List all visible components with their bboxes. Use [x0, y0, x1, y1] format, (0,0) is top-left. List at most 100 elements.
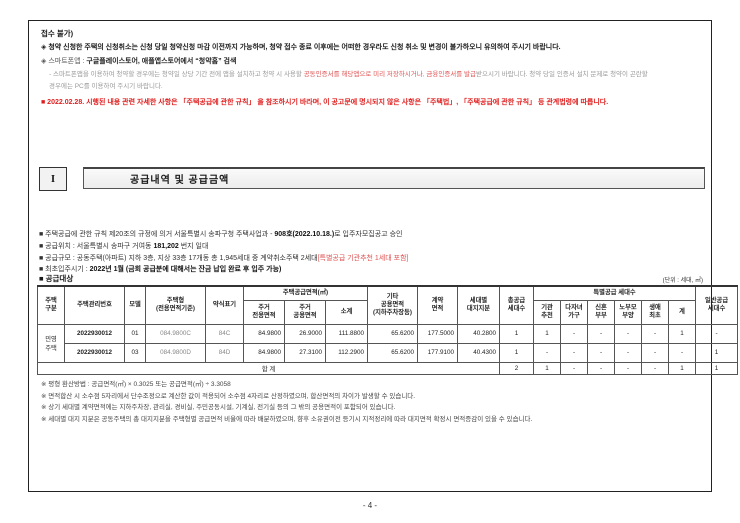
- col-excl-area: 주거 전용면적: [243, 299, 285, 325]
- col-house-class: 주택 구분: [37, 285, 65, 325]
- sp-agency-sum-cell: 1: [533, 361, 561, 375]
- smartphone-label: ◈ 스마트폰앱 :: [41, 58, 87, 66]
- col-sp-elderly: 노부모 부양: [614, 299, 642, 325]
- unit-note: (단위 : 세대, ㎡): [662, 278, 703, 284]
- sp-first-cell: -: [641, 342, 669, 363]
- document-frame: 접수 불가) ◈ 청약 신청한 주택의 신청취소는 신청 당일 청약신청 마감 …: [28, 20, 739, 492]
- notice-regulation-warning: ■ 2022.02.28. 시행된 내용 관련 자세한 사항은 「주택공급에 관…: [41, 98, 609, 106]
- type-cell: 084.9800D: [145, 342, 206, 363]
- table-row: 2022930012 03 084.9800D 84D 84.9800 27.3…: [38, 342, 739, 363]
- sp-agency-cell: -: [533, 342, 561, 363]
- contract-area-cell: 177.9100: [417, 342, 458, 363]
- total-units-cell: 1: [499, 323, 534, 344]
- sp-multi-child-cell: -: [560, 342, 588, 363]
- notice-certificate-line: - 스마트폰앱을 이용하여 청약할 경우에는 청약일 상당 기간 전에 앱을 설…: [49, 71, 648, 79]
- supply-table: 주택 구분 주택관리번호 모델 주택형 (전용면적기준) 약식표기 주택공급면적…: [37, 285, 739, 375]
- type-cell: 084.9800C: [145, 323, 206, 344]
- section-number-box: I: [39, 167, 67, 191]
- short-code-cell: 84D: [205, 342, 244, 363]
- common-area-cell: 26.9000: [284, 323, 326, 344]
- special-supply-note: [특별공급 기관추천 1세대 포함]: [317, 254, 409, 262]
- total-units-cell: 1: [499, 342, 534, 363]
- col-common-area: 주거 공용면적: [284, 299, 326, 325]
- supply-target-row: ■ 공급대상 (단위 : 세대, ㎡): [39, 273, 703, 284]
- footnote-conversion: ※ 평형 환산방법 : 공급면적(㎡) × 0.3025 또는 공급면적(㎡) …: [41, 381, 231, 388]
- excl-area-cell: 84.9800: [243, 342, 285, 363]
- subtotal-cell: 112.2900: [325, 342, 368, 363]
- col-sp-newlywed: 신혼 부부: [587, 299, 615, 325]
- excl-area-cell: 84.9800: [243, 323, 285, 344]
- table-row: 민영 주택 2022930012 01 084.9800C 84C 84.980…: [37, 323, 739, 363]
- sp-newlywed-cell: -: [587, 342, 615, 363]
- top-notice-block: 접수 불가) ◈ 청약 신청한 주택의 신청취소는 신청 당일 청약신청 마감 …: [41, 29, 701, 108]
- notice-smartphone-app: ◈ 스마트폰앱 : 구글플레이스토어, 애플앱스토어에서 “청약홈” 검색: [41, 57, 701, 67]
- table-header-row-2: 주거 전용면적 주거 공용면적 소계 기관 추천 다자녀 가구 신혼 부부 노부…: [38, 299, 738, 325]
- sp-elderly-sum-cell: -: [614, 361, 642, 375]
- footnotes: ※ 평형 환산방법 : 공급면적(㎡) × 0.3025 또는 공급면적(㎡) …: [41, 379, 701, 426]
- col-short-code: 약식표기: [205, 285, 244, 325]
- col-type: 주택형 (전용면적기준): [145, 285, 206, 325]
- etc-area-cell: 65.6200: [367, 323, 418, 344]
- col-etc-area: 기타 공용면적 (지하주차장등): [367, 285, 418, 325]
- mgmt-no-cell: 2022930012: [64, 342, 125, 363]
- sp-sum-sum-cell: 1: [667, 361, 697, 375]
- contract-area-cell: 177.5000: [417, 323, 458, 344]
- total-label-cell: 합 계: [37, 361, 500, 375]
- col-total-units: 총공급 세대수: [499, 285, 534, 325]
- supply-scale-line: ■ 공급규모 : 공동주택(아파트) 지하 3층, 지상 33층 17개동 총 …: [39, 254, 409, 262]
- footnote-contract-area: ※ 상기 세대별 계약면적에는 지하주차장, 관리실, 경비실, 주민공동시설,…: [41, 404, 396, 412]
- col-land-share: 세대별 대지지분: [457, 285, 500, 325]
- col-sp-agency: 기관 추천: [533, 299, 561, 325]
- supply-location-line: ■ 공급위치 : 서울특별시 송파구 거여동 181,202 번지 일대: [39, 242, 209, 250]
- supply-target-label: ■ 공급대상: [39, 274, 74, 283]
- approval-line: ■ 주택공급에 관한 규칙 제20조의 규정에 의거 서울특별시 송파구청 주택…: [39, 231, 403, 238]
- general-units-cell: -: [695, 323, 739, 344]
- sp-elderly-cell: -: [614, 323, 642, 344]
- section-title: 공급내역 및 공급금액: [83, 167, 705, 189]
- financial-certificate-warning: 금융인증서를 발급: [426, 71, 477, 79]
- subtotal-cell: 111.8800: [325, 323, 368, 344]
- col-subtotal: 소계: [325, 299, 368, 325]
- move-in-date-line: ■ 최초입주시기 : 2022년 1월 (금회 공급분에 대해서는 잔금 납입 …: [39, 266, 282, 274]
- short-code-cell: 84C: [205, 323, 244, 344]
- general-units-cell: 1: [695, 342, 739, 363]
- notice-continuation: 접수 불가): [41, 29, 74, 38]
- mgmt-no-cell: 2022930012: [64, 323, 125, 344]
- model-cell: 03: [124, 342, 146, 363]
- model-cell: 01: [124, 323, 146, 344]
- col-supply-area-group: 주택공급면적(㎡): [243, 285, 368, 301]
- sp-elderly-cell: -: [614, 342, 642, 363]
- etc-area-cell: 65.6200: [367, 342, 418, 363]
- page-number: - 4 -: [362, 501, 378, 510]
- col-sp-first: 생애 최초: [641, 299, 669, 325]
- supply-info-list: ■ 주택공급에 관한 규칙 제20조의 규정에 의거 서울특별시 송파구청 주택…: [39, 229, 701, 276]
- sp-sum-cell: 1: [667, 323, 697, 344]
- col-special-group: 특별공급 세대수: [532, 285, 697, 301]
- section-header: I 공급내역 및 공급금액: [37, 167, 705, 191]
- col-mgmt-no: 주택관리번호: [64, 285, 125, 325]
- sp-sum-cell: -: [667, 342, 697, 363]
- notice-cancel-rule: ◈ 청약 신청한 주택의 신청취소는 신청 당일 청약신청 마감 이전까지 가능…: [41, 43, 561, 51]
- sp-multi-child-cell: -: [560, 323, 588, 344]
- footnote-land-share: ※ 세대별 대지 지분은 공동주택의 총 대지지분을 주택형별 공급면적 비율에…: [41, 416, 533, 424]
- notice-pc-line: 경우에는 PC를 이용하여 주시기 바랍니다.: [49, 82, 163, 90]
- appstore-search-text: 구글플레이스토어, 애플앱스토어에서 “청약홈” 검색: [86, 58, 237, 66]
- table-header-row-1: 주택 구분 주택관리번호 모델 주택형 (전용면적기준) 약식표기 주택공급면적…: [37, 285, 739, 325]
- supply-table-wrap: 주택 구분 주택관리번호 모델 주택형 (전용면적기준) 약식표기 주택공급면적…: [37, 285, 739, 375]
- col-general-units: 일반공급 세대수: [695, 285, 739, 325]
- sp-multi-child-sum-cell: -: [560, 361, 588, 375]
- common-area-cell: 27.3100: [284, 342, 326, 363]
- total-units-sum-cell: 2: [499, 361, 534, 375]
- col-sp-multi-child: 다자녀 가구: [560, 299, 588, 325]
- col-model: 모델: [124, 285, 146, 325]
- col-contract-area: 계약 면적: [417, 285, 458, 325]
- footnote-rounding: ※ 면적합산 시 소수점 5자리에서 단수조정으로 계산한 값이 적용되어 소수…: [41, 392, 416, 400]
- general-units-sum-cell: 1: [695, 361, 739, 375]
- joint-certificate-warning: 공동인증서를 해당앱으로 미리 저장하시거나: [303, 71, 423, 79]
- sp-newlywed-sum-cell: -: [587, 361, 615, 375]
- col-sp-sum: 계: [667, 299, 697, 325]
- sp-first-cell: -: [641, 323, 669, 344]
- sp-newlywed-cell: -: [587, 323, 615, 344]
- sp-first-sum-cell: -: [641, 361, 669, 375]
